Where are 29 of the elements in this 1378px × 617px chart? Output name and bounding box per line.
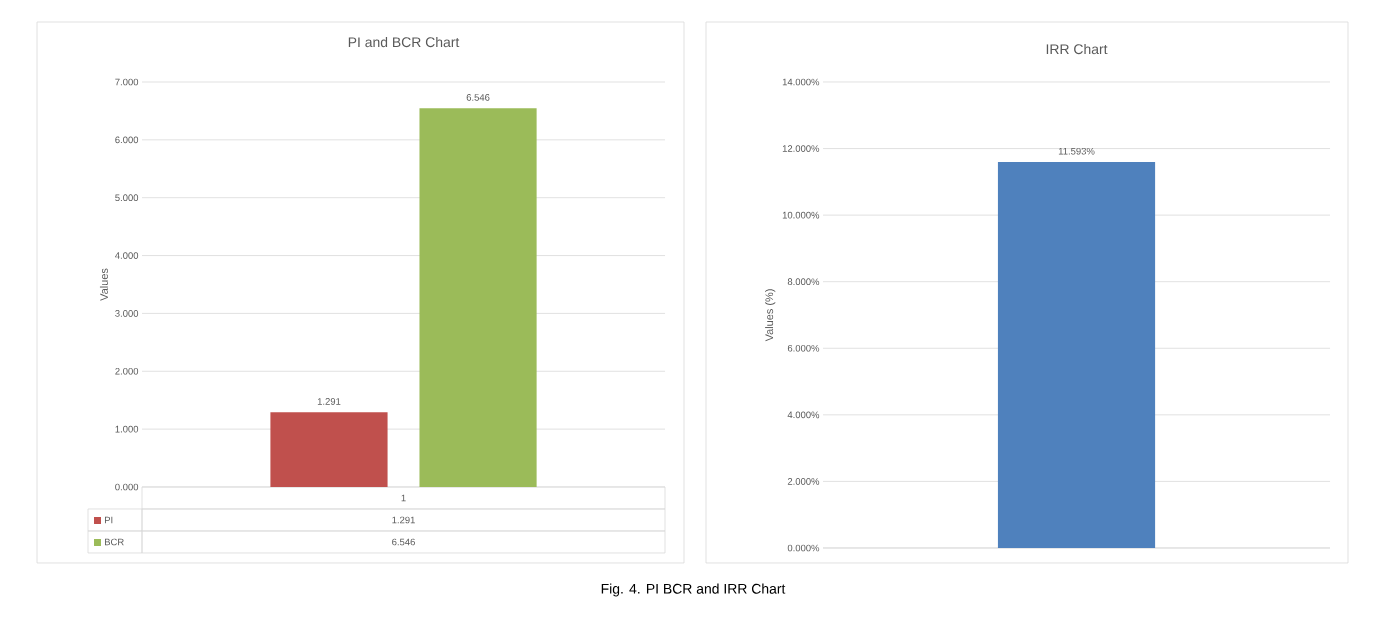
y-tick-label: 14.000%	[782, 78, 820, 86]
y-tick-label: 7.000	[115, 78, 139, 86]
y-axis-title: Values	[99, 268, 108, 301]
data-label: 6.546	[466, 94, 490, 101]
data-label: 11.593%	[1058, 147, 1095, 155]
y-tick-label: 1.000	[115, 425, 139, 433]
y-tick-label: 4.000%	[787, 411, 820, 419]
y-tick-label: 8.000%	[787, 278, 820, 286]
y-tick-label: 3.000	[115, 310, 139, 317]
y-tick-label: 6.000%	[787, 344, 820, 352]
y-tick-label: 4.000	[115, 252, 139, 259]
y-tick-label: 0.000	[115, 483, 139, 491]
legend-label: PI	[105, 516, 113, 524]
legend-label: BCR	[105, 538, 124, 546]
text: 6.546	[392, 538, 415, 546]
y-tick-label: 12.000%	[782, 145, 820, 152]
x-tick-label: 1	[401, 494, 406, 502]
y-axis-title: Values (%)	[765, 289, 776, 342]
data-label: 1.291	[317, 398, 341, 405]
y-tick-label: 2.000	[115, 367, 139, 375]
caption: Fig. 4. PI BCR and IRR Chart	[601, 583, 786, 597]
chart-title: PI and BCR Chart	[348, 36, 460, 48]
text: 1.291	[392, 516, 415, 524]
y-tick-label: 0.000%	[787, 544, 820, 552]
y-tick-label: 6.000	[115, 136, 139, 144]
y-tick-label: 10.000%	[782, 211, 820, 219]
y-tick-label: 2.000%	[787, 478, 820, 485]
chart-title: IRR Chart	[1046, 43, 1108, 55]
y-tick-label: 5.000	[115, 194, 139, 202]
